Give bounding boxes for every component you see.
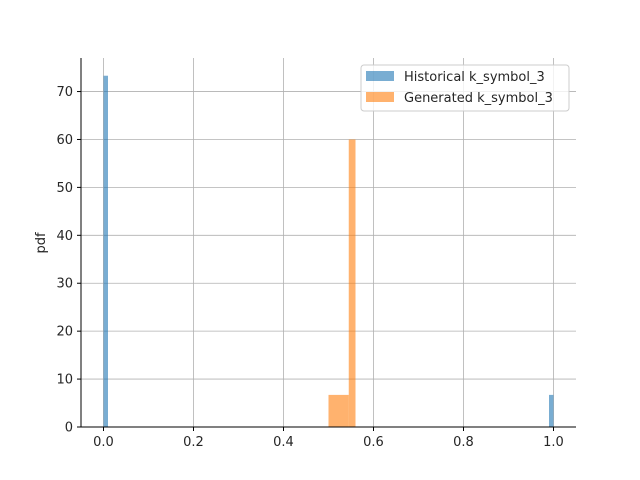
y-tick-label: 30 xyxy=(56,277,73,292)
legend-swatch xyxy=(366,71,394,81)
y-tick-label: 70 xyxy=(56,85,73,100)
legend-box xyxy=(360,64,570,112)
histogram-bar-generated xyxy=(328,394,349,427)
x-tick-label: 0.0 xyxy=(93,435,114,450)
x-tick-label: 0.6 xyxy=(363,435,384,450)
y-tick-label: 60 xyxy=(56,133,73,148)
legend-swatch xyxy=(366,92,394,102)
histogram-bars xyxy=(103,75,554,427)
histogram-bar-historical xyxy=(103,75,108,427)
y-axis-ticks: 0 10 20 30 40 50 60 70 xyxy=(56,85,81,436)
y-tick-label: 50 xyxy=(56,181,73,196)
grid-lines xyxy=(81,58,576,428)
y-tick-label: 10 xyxy=(56,373,73,388)
x-tick-label: 1.0 xyxy=(543,435,564,450)
legend-label: Historical k_symbol_3 xyxy=(404,70,545,85)
x-tick-label: 0.2 xyxy=(183,435,204,450)
axes xyxy=(80,58,576,428)
y-axis-label: pdf xyxy=(34,232,49,254)
y-tick-label: 40 xyxy=(56,229,73,244)
legend-label: Generated k_symbol_3 xyxy=(404,91,553,106)
legend: Historical k_symbol_3 Generated k_symbol_… xyxy=(360,64,570,112)
y-tick-label: 20 xyxy=(56,325,73,340)
x-tick-label: 0.4 xyxy=(273,435,294,450)
x-axis-ticks: 0.0 0.2 0.4 0.6 0.8 1.0 xyxy=(93,427,564,450)
histogram-bar-generated xyxy=(348,139,356,427)
x-tick-label: 0.8 xyxy=(453,435,474,450)
y-tick-label: 0 xyxy=(65,421,73,436)
histogram-bar-historical xyxy=(549,394,554,427)
